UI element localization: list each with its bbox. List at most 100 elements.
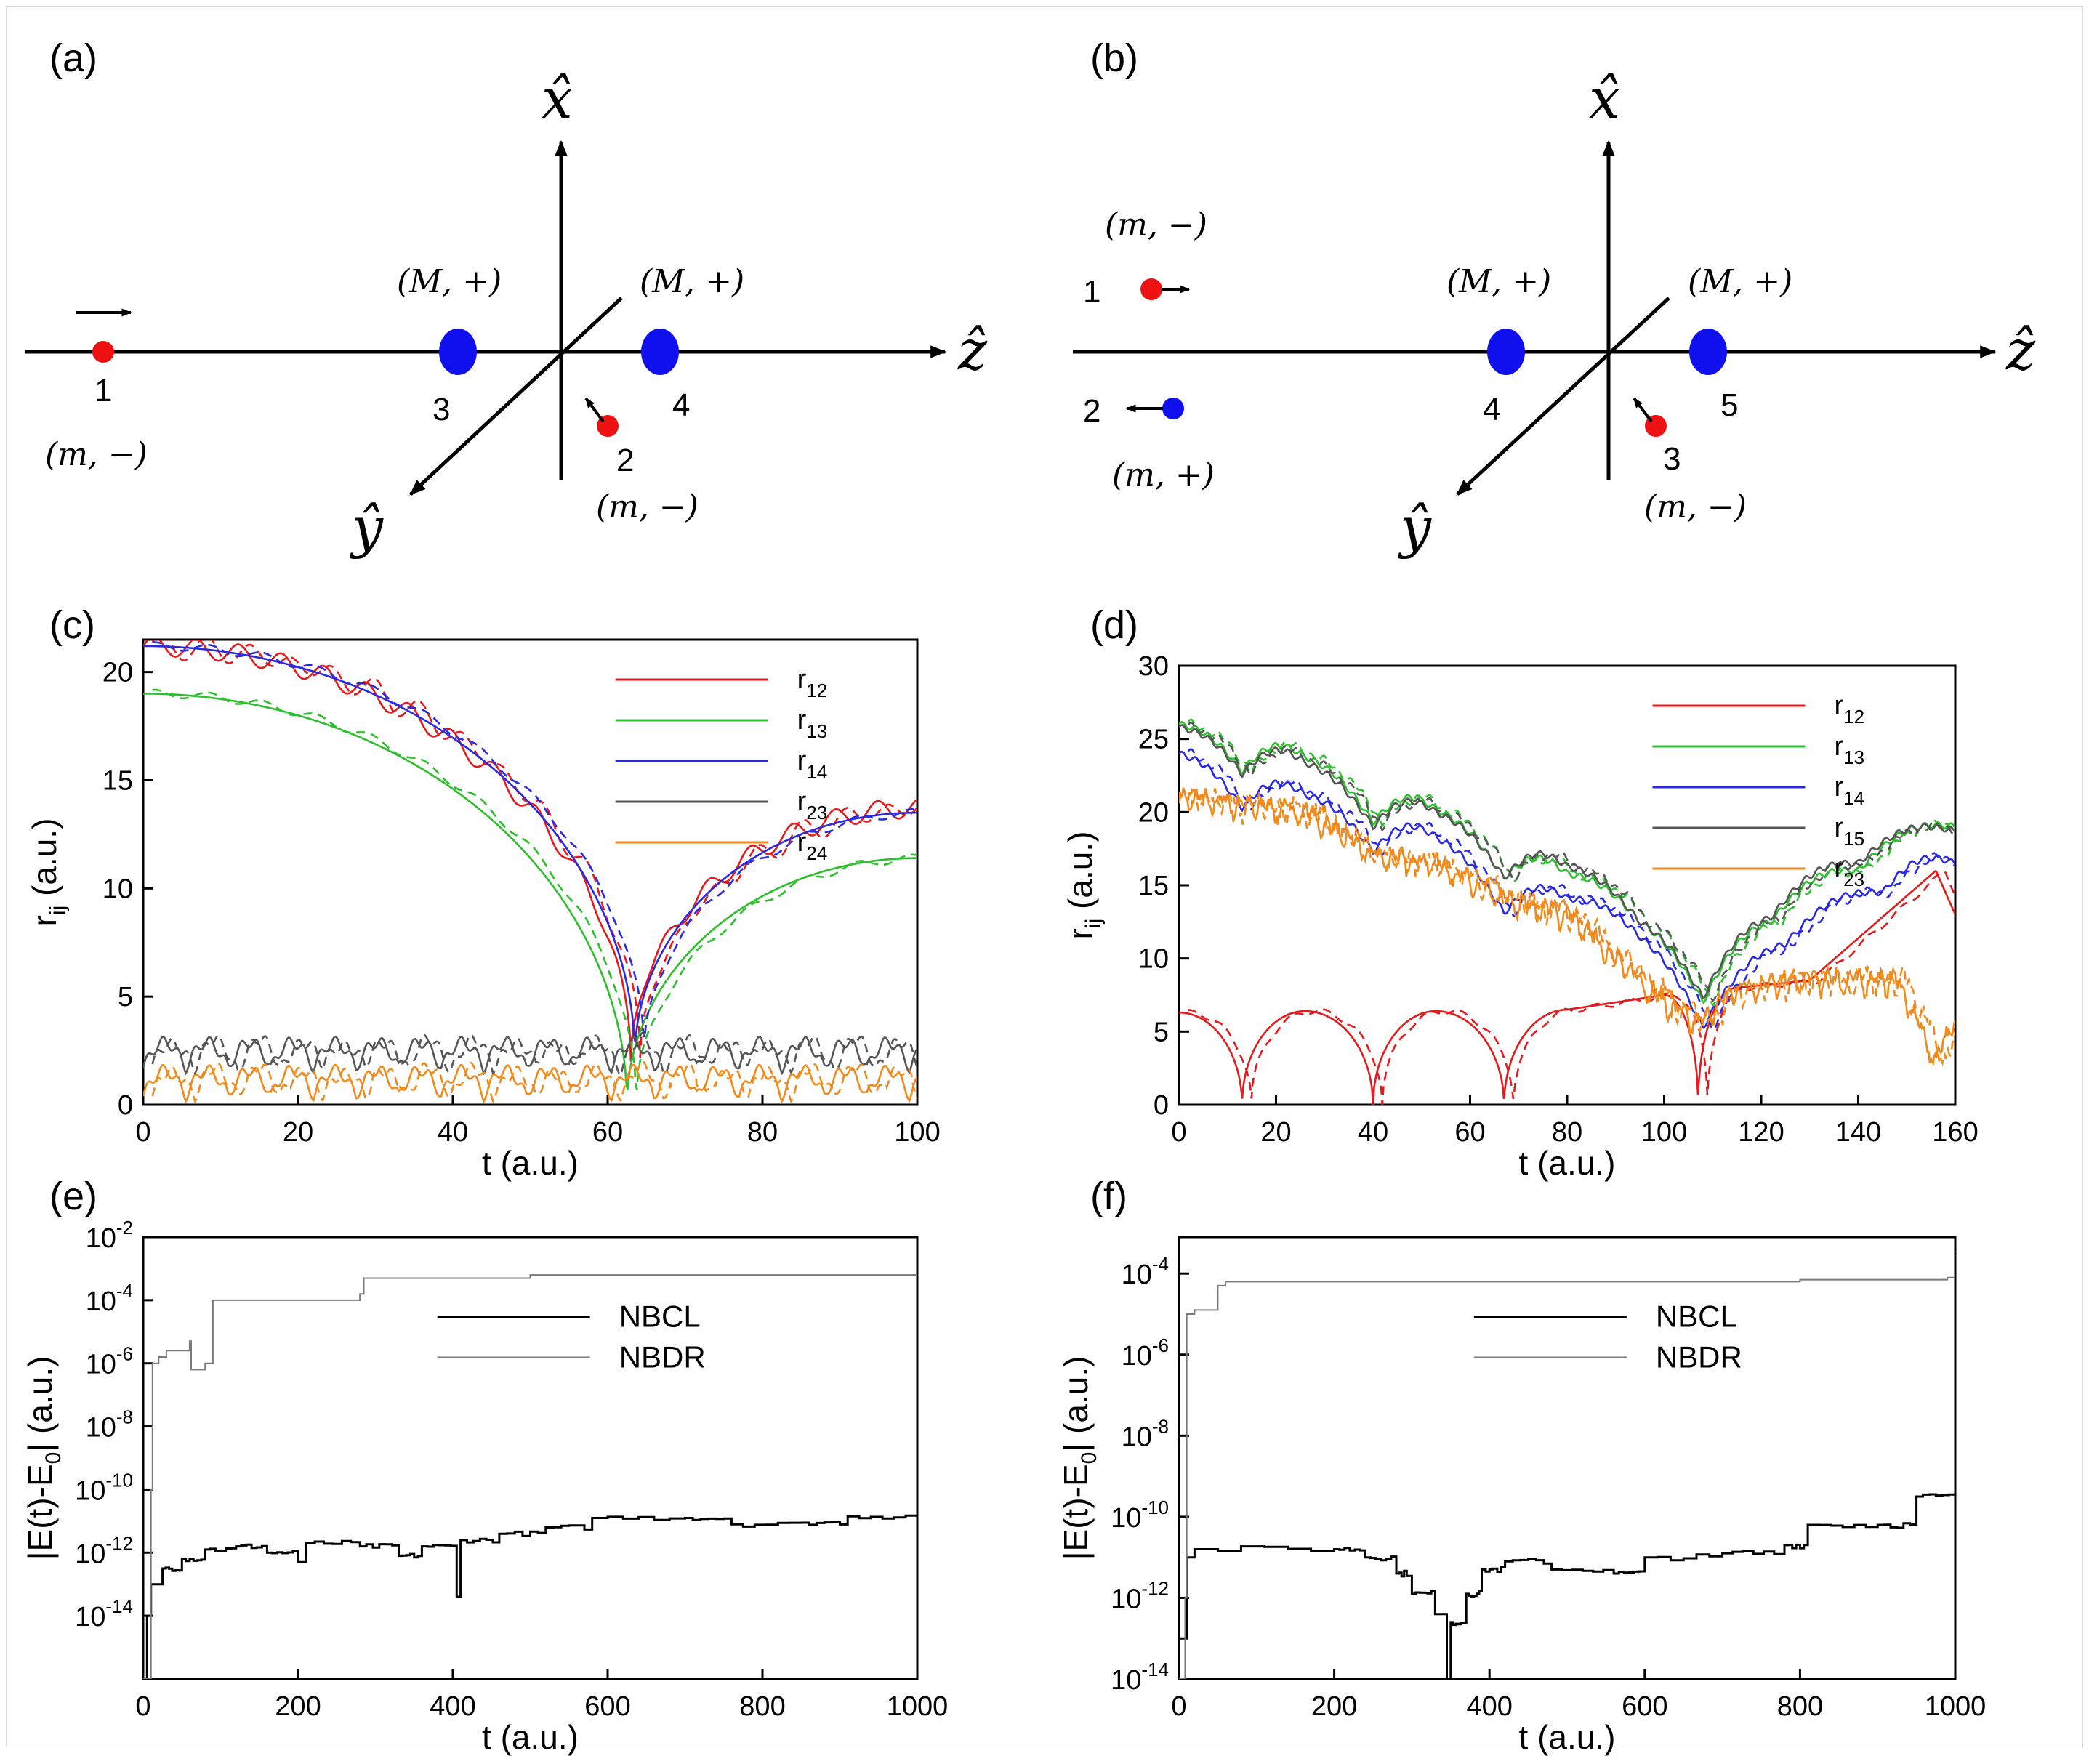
y-tick-label: 5 (1154, 1017, 1169, 1047)
y-tick-label: 25 (1138, 725, 1169, 755)
x-tick-label: 0 (1171, 1691, 1186, 1722)
x-tick-label: 40 (438, 1117, 468, 1148)
y-tick-label: 10-14 (75, 1595, 133, 1632)
series-r13-dashed (1187, 718, 1955, 1007)
x-tick-label: 400 (1466, 1691, 1512, 1722)
legend-label: r13 (797, 705, 828, 742)
y-tick-label: 10-8 (86, 1406, 133, 1443)
x-tick-label: 60 (592, 1117, 623, 1148)
chart-d: (d) 0 20 40 60 80 100 120 140 160 0 5 10 15 20 25 30 t (a… (1061, 603, 1979, 1182)
x-tick-label: 20 (1260, 1117, 1291, 1148)
x-axis-label: t (a.u.) (482, 1718, 579, 1756)
x-axis-label: t (a.u.) (1519, 1144, 1616, 1182)
y-tick-label: 10-8 (1122, 1415, 1169, 1452)
particle-4 (1487, 329, 1525, 375)
x-tick-label: 20 (283, 1117, 313, 1148)
legend-label: NBCL (619, 1299, 701, 1333)
legend-label: r24 (797, 827, 828, 864)
y-axis-label: ŷ (1398, 495, 1432, 560)
y-tick-label: 10-10 (1111, 1497, 1169, 1534)
series-r13-dashed (152, 688, 917, 1090)
y-tick-label: 10 (102, 874, 133, 904)
particle-1-id: 1 (94, 373, 112, 408)
legend-label: NBDR (619, 1340, 706, 1374)
legend-label: r23 (797, 786, 828, 823)
particle-4-id: 4 (1483, 392, 1500, 427)
y-tick-label: 10-2 (86, 1217, 133, 1254)
series-r15-dashed (1187, 721, 1955, 1002)
legend-label: r14 (1834, 772, 1864, 809)
panel-label: (c) (49, 603, 95, 647)
y-tick-label: 10-4 (86, 1280, 133, 1317)
particle-4 (641, 329, 679, 375)
x-tick-label: 120 (1738, 1117, 1784, 1148)
y-tick-label: 10-14 (1111, 1659, 1169, 1696)
x-tick-label: 100 (1641, 1117, 1687, 1148)
legend-label: r12 (1834, 690, 1864, 728)
panel-label: (d) (1090, 603, 1138, 647)
x-tick-label: 0 (135, 1691, 150, 1722)
y-tick-label: 15 (1138, 871, 1169, 901)
particle-3-id: 3 (432, 392, 450, 427)
particle-2-id: 2 (1083, 393, 1100, 429)
plot-frame (142, 1236, 919, 1680)
y-axis-label: ŷ (350, 495, 384, 560)
x-tick-label: 200 (275, 1691, 321, 1722)
x-axis-label: x̂ (542, 66, 573, 131)
y-tick-label: 20 (102, 658, 133, 688)
x-tick-label: 600 (584, 1691, 630, 1722)
x-tick-label: 80 (747, 1117, 778, 1148)
x-tick-label: 40 (1358, 1117, 1388, 1148)
y-tick-label: 10-10 (75, 1469, 133, 1506)
panel-label: (e) (49, 1175, 97, 1218)
y-tick-label: 0 (1154, 1090, 1169, 1121)
particle-3-charge: (M, +) (397, 263, 502, 300)
series-nbcl (1179, 1493, 1955, 1679)
y-tick-label: 15 (102, 765, 133, 796)
particle-4-charge: (M, +) (640, 263, 744, 300)
chart-e: (e) 0 200 400 600 800 1000 10-14 10-12 10-10 10-8 1… (21, 1175, 948, 1756)
legend-label: r12 (797, 664, 828, 701)
particle-4-id: 4 (672, 387, 690, 423)
x-tick-label: 0 (135, 1117, 150, 1148)
x-axis-label: t (a.u.) (482, 1144, 579, 1182)
panel-b-label: (b) (1090, 36, 1138, 80)
particle-2 (1162, 398, 1184, 419)
y-tick-label: 10-6 (86, 1343, 133, 1380)
legend-label: r14 (797, 746, 828, 783)
particle-5 (1689, 329, 1727, 375)
particle-1-charge: (m, −) (45, 436, 148, 473)
particle-5-charge: (M, +) (1688, 263, 1792, 300)
y-tick-label: 10-6 (1122, 1334, 1169, 1372)
y-tick-label: 5 (118, 982, 133, 1012)
panel-label: (f) (1090, 1175, 1127, 1218)
y-tick-label: 0 (118, 1090, 133, 1121)
legend-label: NBDR (1656, 1340, 1742, 1374)
legend-label: r15 (1834, 813, 1864, 850)
particle-4-charge: (M, +) (1446, 263, 1551, 300)
x-tick-label: 1000 (887, 1691, 949, 1722)
y-axis (1456, 297, 1670, 496)
panel-a-label: (a) (49, 36, 97, 80)
plot-frame (1178, 1236, 1957, 1680)
x-tick-label: 200 (1311, 1691, 1357, 1722)
y-tick-label: 30 (1138, 651, 1169, 682)
x-tick-label: 800 (739, 1691, 785, 1722)
particle-2-charge: (m, −) (596, 488, 699, 525)
legend-label: NBCL (1656, 1299, 1737, 1333)
legend-label: r23 (1834, 853, 1864, 890)
z-axis-label: ẑ (2005, 318, 2036, 382)
particle-2-charge: (m, +) (1112, 456, 1215, 494)
x-tick-label: 400 (430, 1691, 475, 1722)
y-tick-label: 10 (1138, 944, 1169, 975)
panel-b: (b) x̂ ẑ ŷ 1 (m, −) 2 (m, +) 4 (M, +) 5 … (1073, 36, 2036, 560)
y-axis-label: |E(t)-E0| (a.u.) (21, 1356, 65, 1560)
x-tick-label: 0 (1171, 1117, 1186, 1148)
y-axis-label: |E(t)-E0| (a.u.) (1057, 1356, 1101, 1560)
series-r23-solid (143, 1036, 917, 1076)
particle-1 (1140, 278, 1162, 300)
plot-frame (142, 638, 919, 1106)
x-tick-label: 800 (1777, 1691, 1823, 1722)
z-axis-label: ẑ (957, 318, 988, 382)
panel-a: (a) x̂ ẑ ŷ 1 (m, −) 3 (M, +) 4 (M, +) 2 … (25, 36, 988, 560)
